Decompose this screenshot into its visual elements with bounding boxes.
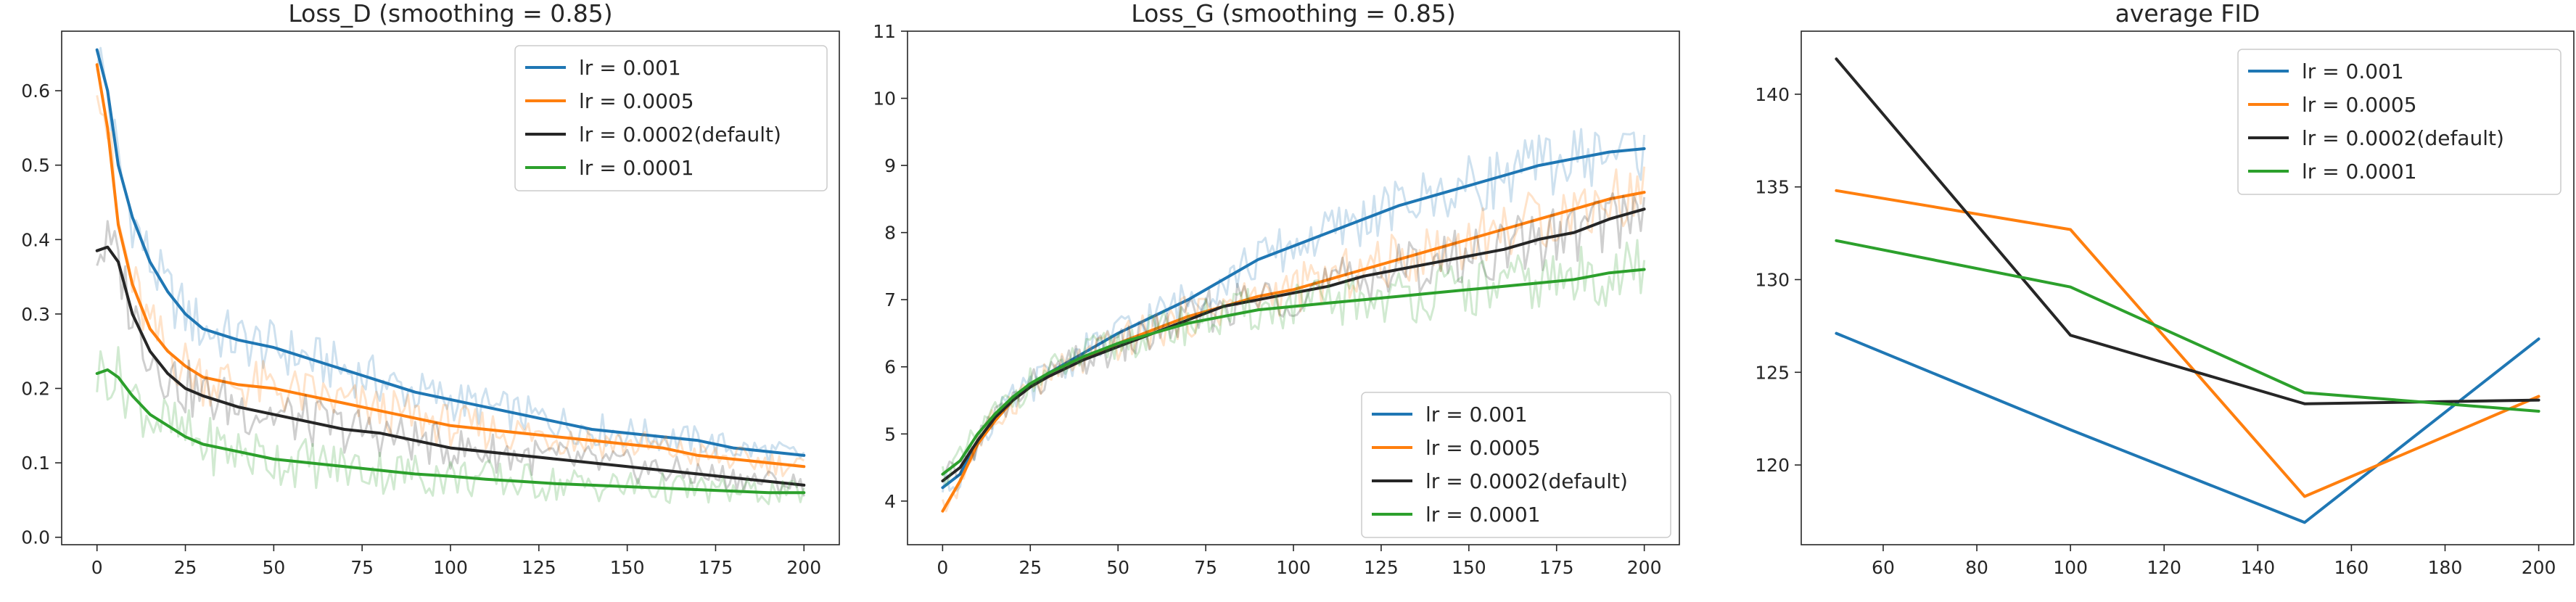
y-tick-label: 0.6	[21, 81, 50, 102]
legend-frame	[1361, 392, 1671, 538]
series-line-1	[1835, 331, 2540, 524]
legend-label: lr = 0.0001	[2302, 160, 2417, 184]
chart-title: average FID	[2115, 0, 2260, 28]
y-tick-label: 9	[884, 155, 896, 176]
y-tick-label: 11	[873, 21, 896, 42]
x-tick-label: 140	[2240, 557, 2275, 578]
series-line-3	[95, 245, 806, 487]
plot-area	[941, 128, 1646, 513]
chart-panel-1: Loss_D (smoothing = 0.85) 0 25 50 75 100 125 15…	[21, 0, 840, 578]
chart-panel-3: average FID 60 80 100 120 140 160 180 200 120 125 1…	[1755, 0, 2575, 578]
legend: lr = 0.001 lr = 0.0005 lr = 0.0002(default…	[514, 45, 828, 191]
x-tick-label: 180	[2428, 557, 2463, 578]
x-tick-label: 80	[1965, 557, 1988, 578]
x-tick-label: 150	[610, 557, 645, 578]
y-tick-label: 135	[1755, 177, 1790, 198]
series-line-4	[95, 368, 806, 495]
axes-frame	[1801, 30, 2575, 545]
y-tick-label: 0.3	[21, 304, 50, 325]
x-tick-label: 175	[1539, 557, 1574, 578]
y-tick-label: 125	[1755, 362, 1790, 383]
legend-label: lr = 0.0005	[2302, 93, 2417, 117]
legend-label: lr = 0.0005	[579, 89, 694, 113]
x-tick-label: 150	[1452, 557, 1486, 578]
series-raw-line-4	[96, 346, 805, 506]
legend-label: lr = 0.001	[1425, 403, 1528, 426]
y-tick-label: 6	[884, 357, 896, 378]
x-tick-label: 0	[91, 557, 103, 578]
x-tick-label: 200	[1627, 557, 1662, 578]
x-tick-label: 0	[937, 557, 948, 578]
series-raw-line-1	[96, 46, 805, 465]
x-tick-label: 25	[174, 557, 197, 578]
x-tick-label: 175	[699, 557, 733, 578]
legend-frame	[514, 45, 828, 191]
y-tick-label: 7	[884, 289, 896, 310]
y-tick-label: 130	[1755, 269, 1790, 290]
y-tick-label: 0.2	[21, 379, 50, 400]
legend-label: lr = 0.0002(default)	[1425, 469, 1628, 493]
legend: lr = 0.001 lr = 0.0005 lr = 0.0002(default…	[1361, 392, 1671, 538]
series-line-4	[941, 268, 1646, 476]
x-tick-label: 125	[522, 557, 556, 578]
y-tick-label: 10	[873, 88, 896, 110]
x-tick-label: 100	[1276, 557, 1311, 578]
legend-label: lr = 0.0001	[1425, 503, 1541, 527]
x-tick-label: 50	[1106, 557, 1129, 578]
legend-label: lr = 0.0005	[1425, 436, 1541, 460]
chart-title: Loss_G (smoothing = 0.85)	[1131, 0, 1455, 28]
legend-label: lr = 0.001	[579, 56, 681, 80]
legend-label: lr = 0.0002(default)	[579, 123, 781, 147]
series-line-3	[941, 207, 1646, 483]
y-tick-label: 4	[884, 491, 896, 512]
legend-label: lr = 0.0001	[579, 156, 694, 180]
x-tick-label: 100	[433, 557, 468, 578]
series-line-2	[1835, 189, 2540, 498]
x-tick-label: 50	[262, 557, 285, 578]
series-line-1	[95, 48, 806, 457]
y-tick-label: 0.0	[21, 527, 50, 548]
legend-label: lr = 0.0002(default)	[2302, 126, 2504, 150]
y-tick-label: 0.1	[21, 453, 50, 474]
chart-panel-2: Loss_G (smoothing = 0.85)0 25 50 75 100 125 15…	[873, 0, 1680, 578]
y-tick-label: 0.4	[21, 229, 50, 250]
x-tick-label: 60	[1872, 557, 1895, 578]
series-line-4	[1835, 239, 2540, 413]
x-tick-label: 75	[1194, 557, 1217, 578]
x-tick-label: 125	[1364, 557, 1399, 578]
x-tick-label: 120	[2147, 557, 2181, 578]
x-tick-label: 25	[1019, 557, 1042, 578]
series-line-2	[95, 63, 806, 469]
y-tick-label: 0.5	[21, 155, 50, 176]
legend: lr = 0.001 lr = 0.0005 lr = 0.0002(default…	[2237, 49, 2561, 195]
x-tick-label: 100	[2053, 557, 2088, 578]
legend-label: lr = 0.001	[2302, 59, 2404, 83]
plot-area	[95, 46, 806, 506]
chart-title: Loss_D (smoothing = 0.85)	[288, 0, 612, 28]
y-tick-label: 120	[1755, 455, 1790, 476]
plot-area	[1835, 57, 2540, 524]
y-tick-label: 5	[884, 424, 896, 445]
x-tick-label: 75	[350, 557, 374, 578]
y-tick-label: 8	[884, 223, 896, 244]
x-tick-label: 200	[2522, 557, 2556, 578]
series-raw-line-4	[941, 239, 1646, 487]
y-tick-label: 140	[1755, 84, 1790, 105]
legend-frame	[2237, 49, 2561, 195]
x-tick-label: 160	[2334, 557, 2369, 578]
x-tick-label: 200	[786, 557, 821, 578]
